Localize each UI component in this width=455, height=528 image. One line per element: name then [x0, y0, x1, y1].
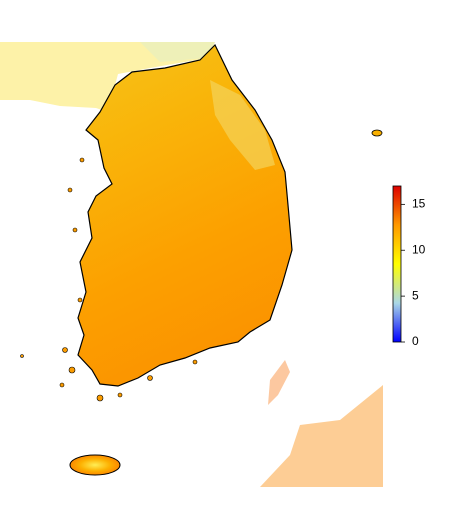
- south-korea: [77, 43, 293, 387]
- colorbar-tick-label: 15: [412, 197, 426, 211]
- japan-island: [268, 360, 290, 405]
- colorbar: [392, 185, 402, 343]
- colorbar-tick-label: 0: [412, 334, 419, 348]
- japan-region: [260, 385, 383, 487]
- jeju-island: [69, 454, 121, 476]
- colorbar-tick-label: 5: [412, 288, 419, 302]
- highland: [210, 80, 275, 170]
- north-region-cool: [140, 42, 215, 62]
- colorbar-tick-label: 10: [412, 242, 426, 256]
- small-islands: [20, 157, 198, 402]
- ulleung-island: [371, 129, 383, 137]
